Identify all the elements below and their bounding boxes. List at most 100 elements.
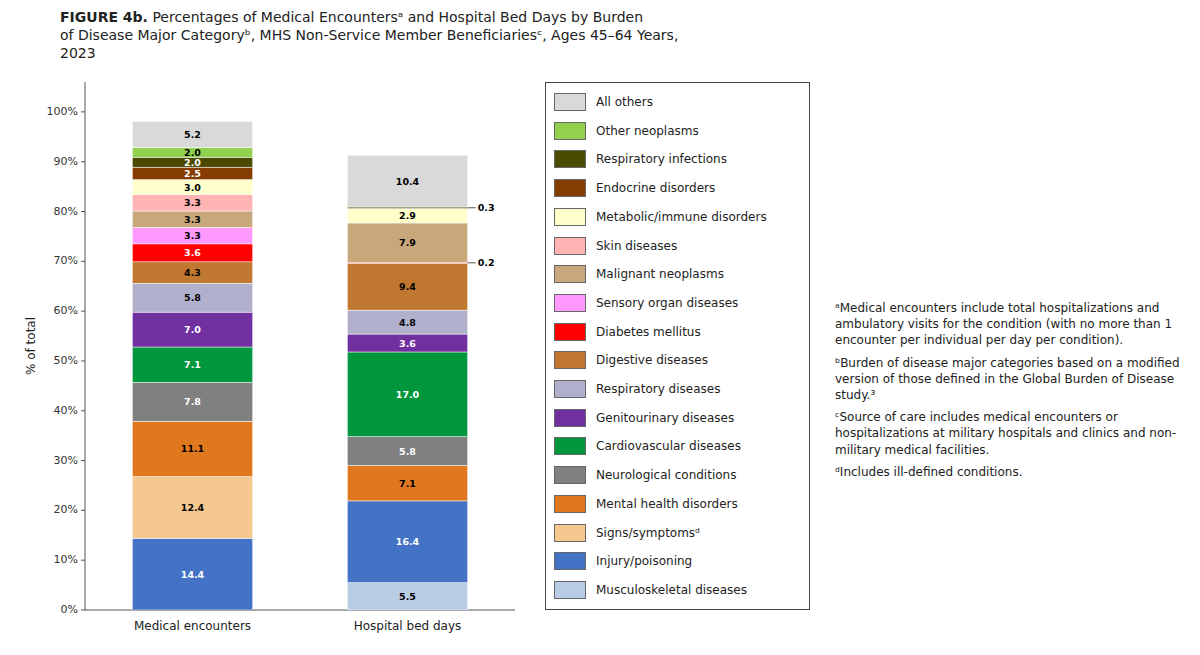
y-tick xyxy=(81,610,85,611)
data-label: 5.8 xyxy=(399,446,416,457)
legend-item: Cardiovascular diseases xyxy=(554,433,801,459)
data-label: 3.3 xyxy=(184,214,201,225)
y-tick-label: 0% xyxy=(61,603,78,616)
data-label: 0.2 xyxy=(478,257,495,268)
y-tick-label: 70% xyxy=(54,254,78,267)
bar-segment xyxy=(347,334,467,352)
legend-label: Diabetes mellitus xyxy=(596,325,701,339)
y-tick xyxy=(81,111,85,112)
legend-label: Genitourinary diseases xyxy=(596,411,734,425)
legend-swatch xyxy=(554,351,586,369)
y-tick xyxy=(81,560,85,561)
legend-label: All others xyxy=(596,95,653,109)
data-label: 3.0 xyxy=(184,182,201,193)
legend-swatch xyxy=(554,323,586,341)
y-tick-label: 90% xyxy=(54,155,78,168)
data-label: 7.1 xyxy=(184,359,201,370)
y-tick xyxy=(81,510,85,511)
label-leader xyxy=(468,262,476,263)
data-label: 14.4 xyxy=(181,569,205,580)
data-label: 2.0 xyxy=(184,147,201,158)
legend-swatch xyxy=(554,380,586,398)
label-leader xyxy=(468,207,476,208)
legend-item: Skin diseases xyxy=(554,233,801,259)
data-label: 2.9 xyxy=(399,210,416,221)
data-label: 7.1 xyxy=(399,478,416,489)
y-tick-label: 30% xyxy=(54,454,78,467)
legend-item: Malignant neoplasms xyxy=(554,261,801,287)
y-tick xyxy=(81,261,85,262)
bar-segment xyxy=(132,262,252,283)
legend-label: Malignant neoplasms xyxy=(596,267,724,281)
data-label: 11.1 xyxy=(181,443,204,454)
legend-item: All others xyxy=(554,89,801,115)
bar-segment xyxy=(132,121,252,147)
data-label: 5.2 xyxy=(184,129,201,140)
bar-segment xyxy=(347,352,467,437)
footnote: ᶜSource of care includes medical encount… xyxy=(835,409,1180,458)
legend-item: Metabolic/immune disorders xyxy=(554,204,801,230)
legend-item: Other neoplasms xyxy=(554,118,801,144)
data-label: 17.0 xyxy=(396,389,420,400)
legend-label: Injury/poisoning xyxy=(596,554,692,568)
bar-segment xyxy=(347,583,467,610)
x-tick-label: Medical encounters xyxy=(134,619,251,633)
bar-segment xyxy=(132,382,252,421)
title: FIGURE 4b. xyxy=(60,9,148,25)
legend-swatch xyxy=(554,437,586,455)
legend-label: Respiratory infections xyxy=(596,152,727,166)
y-tick xyxy=(81,360,85,361)
legend-swatch xyxy=(554,237,586,255)
legend-item: Genitourinary diseases xyxy=(554,405,801,431)
data-label: 2.0 xyxy=(184,157,201,168)
legend-label: Mental health disorders xyxy=(596,497,738,511)
y-tick-label: 40% xyxy=(54,404,78,417)
bar-segment xyxy=(132,477,252,539)
y-tick-label: 100% xyxy=(47,105,78,118)
data-label: 12.4 xyxy=(181,502,205,513)
bar-segment xyxy=(347,310,467,334)
data-label: 5.8 xyxy=(184,292,201,303)
bar-segment xyxy=(132,312,252,347)
legend-swatch xyxy=(554,552,586,570)
data-label: 3.3 xyxy=(184,230,201,241)
legend-swatch xyxy=(554,179,586,197)
y-tick xyxy=(81,410,85,411)
title-block: FIGURE 4b. Percentages of Medical Encoun… xyxy=(60,8,1160,63)
legend-label: Cardiovascular diseases xyxy=(596,439,741,453)
legend-swatch xyxy=(554,122,586,140)
bar-segment xyxy=(347,208,467,209)
legend-item: Neurological conditions xyxy=(554,462,801,488)
y-tick-label: 80% xyxy=(54,205,78,218)
y-axis-label: % of total xyxy=(24,317,38,375)
legend-label: Digestive diseases xyxy=(596,353,708,367)
data-label: 16.4 xyxy=(396,536,420,547)
legend-swatch xyxy=(554,409,586,427)
bar-segment xyxy=(347,155,467,207)
y-tick-label: 10% xyxy=(54,553,78,566)
data-label: 9.4 xyxy=(399,281,416,292)
bar-segment xyxy=(132,157,252,167)
data-label: 3.3 xyxy=(184,197,201,208)
y-tick xyxy=(81,211,85,212)
page: {"chart_data": { "type": "bar", "stacked… xyxy=(0,0,1200,655)
legend-swatch xyxy=(554,495,586,513)
legend-swatch xyxy=(554,208,586,226)
legend-label: Other neoplasms xyxy=(596,124,699,138)
data-label: 2.5 xyxy=(184,168,201,179)
footnote: ᵃMedical encounters include total hospit… xyxy=(835,300,1180,349)
bar-segment xyxy=(132,538,252,610)
data-label: 7.8 xyxy=(184,396,201,407)
legend-swatch xyxy=(554,265,586,283)
data-label: 4.8 xyxy=(399,317,416,328)
legend-label: Skin diseases xyxy=(596,239,677,253)
bar-segment xyxy=(132,283,252,312)
legend-swatch xyxy=(554,294,586,312)
legend-item: Signs/symptomsᵈ xyxy=(554,520,801,546)
legend-swatch xyxy=(554,524,586,542)
y-tick-label: 20% xyxy=(54,503,78,516)
legend-item: Respiratory infections xyxy=(554,146,801,172)
data-label: 0.3 xyxy=(478,202,495,213)
legend-swatch xyxy=(554,466,586,484)
y-tick xyxy=(81,161,85,162)
